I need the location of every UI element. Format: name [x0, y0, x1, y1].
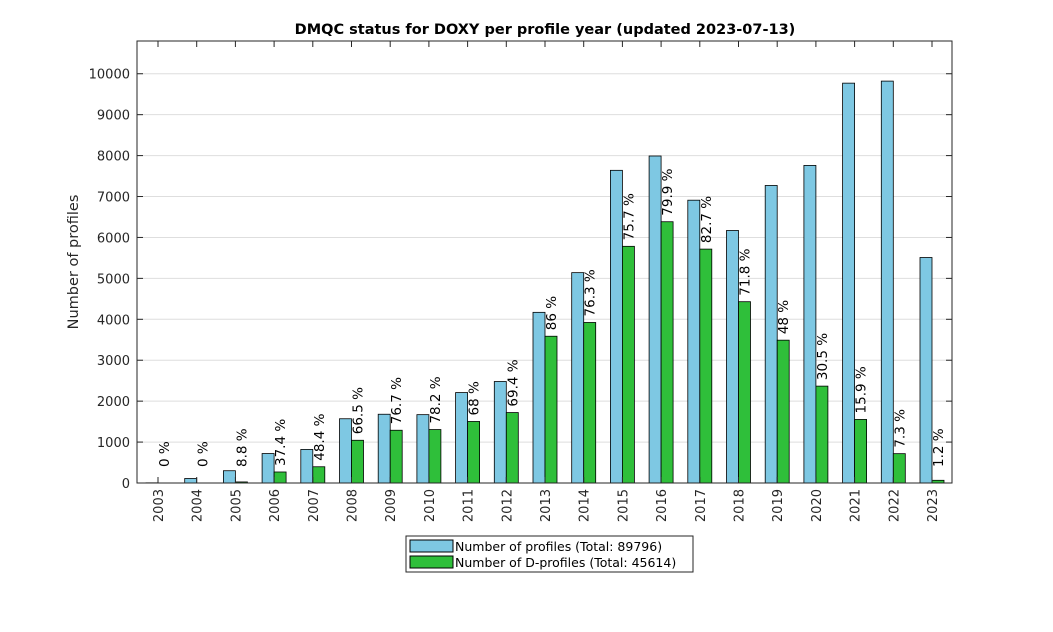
- y-tick-label: 9000: [97, 109, 130, 124]
- x-tick-label: 2014: [578, 489, 593, 522]
- x-tick-label: 2017: [694, 489, 709, 522]
- y-tick-label: 2000: [97, 395, 130, 410]
- x-tick-label: 2009: [384, 489, 399, 522]
- bar-dprofiles-2006: [273, 471, 287, 484]
- y-tick-label: 4000: [97, 313, 130, 328]
- pct-label-2008: 66.5 %: [351, 387, 367, 434]
- bar-dprofiles-2021: [854, 419, 867, 484]
- bar-dprofiles-2011: [467, 421, 481, 484]
- legend-label-profiles: Number of profiles (Total: 89796): [455, 539, 662, 554]
- x-tick-label: 2007: [307, 489, 322, 522]
- pct-label-2016: 79.9 %: [660, 168, 676, 215]
- percentage-labels: 0 % 0 % 8.8 % 37.4 % 48.4 % 66.5 % 76.7 % 78.2 …: [157, 168, 947, 467]
- bar-dprofiles-2013: [544, 335, 558, 484]
- pct-label-2015: 75.7 %: [621, 193, 637, 240]
- x-tick-label: 2013: [539, 489, 554, 522]
- pct-label-2003: 0 %: [157, 441, 173, 467]
- x-tick-label: 2016: [655, 489, 670, 522]
- x-tick-label: 2019: [771, 489, 786, 522]
- x-tick-label: 2012: [500, 489, 515, 522]
- pct-label-2009: 76.7 %: [389, 377, 405, 424]
- y-axis-label: Number of profiles: [66, 195, 82, 330]
- bar-profiles-2013: [532, 311, 546, 484]
- pct-label-2005: 8.8 %: [234, 428, 250, 467]
- x-tick-label: 2003: [152, 489, 167, 522]
- bar-profiles-2004: [184, 478, 198, 484]
- pct-label-2019: 48 %: [776, 300, 792, 334]
- bar-dprofiles-2019: [776, 339, 790, 484]
- pct-label-2007: 48.4 %: [312, 413, 328, 460]
- y-tick-label: 3000: [97, 354, 130, 369]
- pct-label-2011: 68 %: [467, 381, 483, 415]
- y-tick-label: 8000: [97, 150, 130, 165]
- bar-profiles-2005: [222, 470, 236, 484]
- bar-dprofiles-2015: [622, 245, 635, 484]
- pct-label-2020: 30.5 %: [815, 333, 831, 380]
- y-tick-label: 5000: [97, 272, 130, 287]
- x-tick-label: 2006: [268, 489, 283, 522]
- x-tick-label: 2010: [423, 489, 438, 522]
- x-tick-label: 2022: [887, 489, 902, 522]
- legend: Number of profiles (Total: 89796) Number…: [405, 535, 694, 573]
- y-tick-label: 10000: [89, 68, 130, 83]
- bar-profiles-2010: [416, 414, 430, 484]
- x-tick-label: 2020: [810, 489, 825, 522]
- bar-dprofiles-2020: [815, 385, 829, 484]
- grid-lines: [137, 73, 952, 443]
- y-tick-label: 1000: [97, 436, 130, 451]
- y-axis-ticks: 0 1000 2000 3000 4000 5000 6000 7000 8000 9000 100…: [89, 68, 952, 492]
- pct-label-2012: 69.4 %: [505, 359, 521, 406]
- pct-label-2023: 1.2 %: [931, 428, 947, 467]
- pct-label-2017: 82.7 %: [699, 196, 715, 243]
- bar-dprofiles-2017: [699, 248, 713, 484]
- x-tick-label: 2018: [733, 489, 748, 522]
- x-tick-label: 2023: [926, 489, 941, 522]
- pct-label-2022: 7.3 %: [892, 409, 908, 448]
- pct-label-2010: 78.2 %: [428, 376, 444, 423]
- pct-label-2006: 37.4 %: [273, 419, 289, 466]
- y-tick-label: 7000: [97, 191, 130, 206]
- x-tick-label: 2008: [346, 489, 361, 522]
- bar-dprofiles-2010: [428, 429, 442, 484]
- bar-dprofiles-2022: [892, 453, 906, 484]
- pct-label-2013: 86 %: [544, 296, 560, 330]
- bar-dprofiles-2012: [505, 412, 519, 484]
- pct-label-2004: 0 %: [196, 441, 212, 467]
- chart-title: DMQC status for DOXY per profile year (u…: [295, 22, 796, 38]
- bar-group: [145, 80, 945, 484]
- legend-swatch-dprofiles: [409, 555, 454, 569]
- x-axis-ticks: 2003 2004 2005 2006 2007 2008 2009 2010 2011 2012…: [152, 41, 941, 522]
- bar-dprofiles-2018: [738, 301, 751, 484]
- legend-box: [405, 535, 694, 573]
- x-tick-label: 2005: [229, 489, 244, 522]
- bar-dprofiles-2014: [583, 322, 597, 484]
- bar-dprofiles-2007: [312, 466, 326, 484]
- bar-dprofiles-2016: [660, 221, 674, 484]
- y-tick-label: 0: [122, 477, 130, 492]
- bar-profiles-2020: [803, 165, 817, 484]
- legend-swatch-profiles: [409, 539, 454, 553]
- x-tick-label: 2021: [849, 489, 864, 522]
- pct-label-2018: 71.8 %: [738, 248, 754, 295]
- bar-profiles-2021: [842, 82, 855, 484]
- bar-dprofiles-2008: [351, 439, 364, 484]
- x-tick-label: 2011: [462, 489, 477, 522]
- pct-label-2021: 15.9 %: [854, 366, 870, 413]
- x-tick-label: 2004: [191, 489, 206, 522]
- bar-dprofiles-2009: [389, 429, 403, 484]
- y-tick-label: 6000: [97, 231, 130, 246]
- legend-label-dprofiles: Number of D-profiles (Total: 45614): [455, 555, 676, 570]
- x-tick-label: 2015: [616, 489, 631, 522]
- pct-label-2014: 76.3 %: [583, 269, 599, 316]
